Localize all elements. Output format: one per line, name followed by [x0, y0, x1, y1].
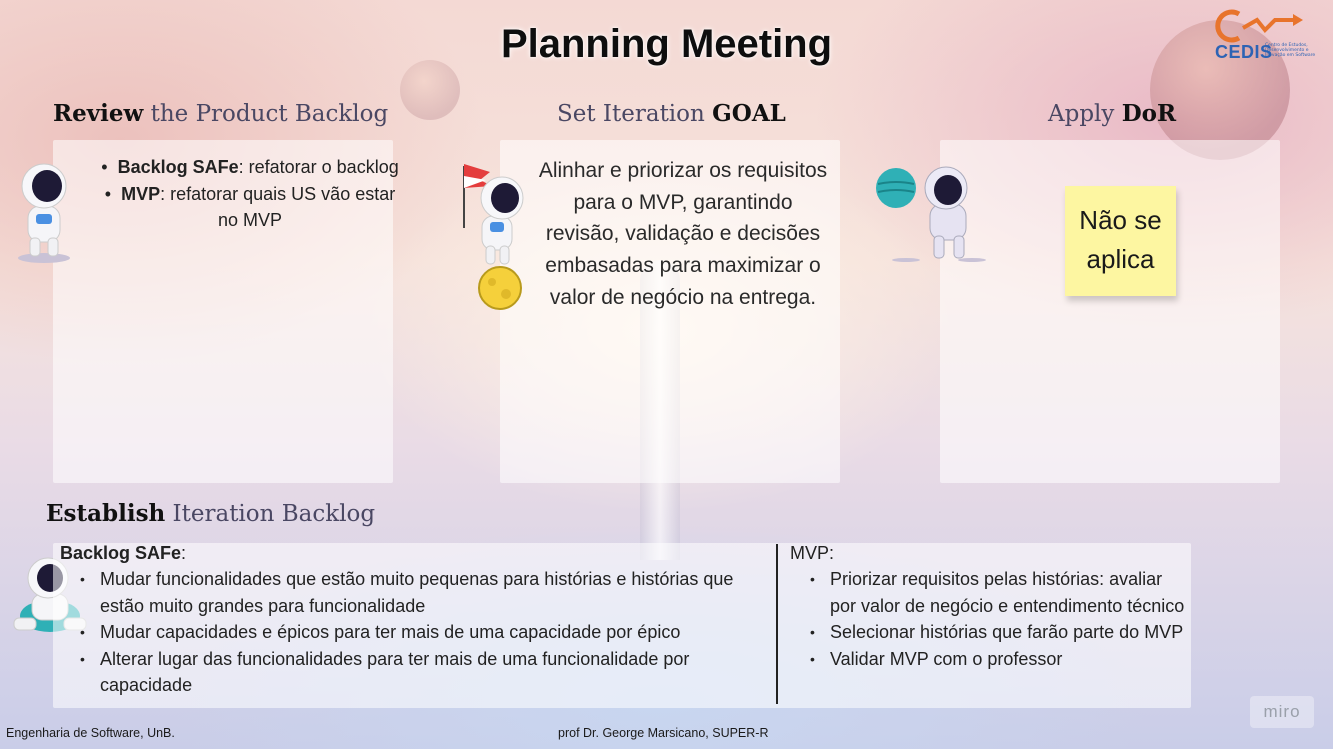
review-heading: Review the Product Backlog — [53, 100, 389, 127]
column-divider — [776, 544, 778, 704]
astronaut-planet-icon — [876, 166, 986, 262]
cedis-logo-icon — [1215, 9, 1303, 43]
footer-left: Engenharia de Software, UnB. — [6, 726, 175, 740]
list-item: Alterar lugar das funcionalidades para t… — [60, 646, 770, 699]
list-item: Priorizar requisitos pelas histórias: av… — [790, 566, 1190, 619]
background-planet-small — [400, 60, 460, 120]
review-list: • Backlog SAFe: refatorar o backlog • MV… — [100, 154, 400, 234]
mvp-label: MVP: — [790, 543, 835, 563]
astronaut-standing-icon — [18, 163, 70, 263]
dor-heading: Apply DoR — [1048, 100, 1177, 127]
mvp-list: MVP: Priorizar requisitos pelas história… — [790, 540, 1190, 672]
list-item: Selecionar histórias que farão parte do … — [790, 619, 1190, 646]
cedis-logo: CEDIS Centro de Estudos, Desenvolvimento… — [1213, 8, 1323, 68]
goal-heading: Set Iteration GOAL — [557, 100, 786, 127]
safe-backlog-list: Backlog SAFe: Mudar funcionalidades que … — [60, 540, 770, 698]
goal-panel — [500, 140, 840, 483]
list-item: Validar MVP com o professor — [790, 646, 1190, 673]
logo-text: CEDIS — [1215, 42, 1273, 62]
background-planet — [1150, 20, 1290, 160]
miro-watermark[interactable]: miro — [1250, 696, 1314, 728]
list-item: • Backlog SAFe: refatorar o backlog — [101, 157, 399, 177]
safe-label: Backlog SAFe: — [60, 543, 187, 563]
establish-heading: Establish Iteration Backlog — [46, 500, 376, 527]
footer-center: prof Dr. George Marsicano, SUPER-R — [558, 726, 769, 740]
logo-tagline: Centro de Estudos, Desenvolvimento e Ino… — [1265, 43, 1316, 58]
sticky-note[interactable]: Não se aplica — [1065, 186, 1176, 296]
page-title: Planning Meeting — [500, 22, 833, 66]
list-item: Mudar funcionalidades que estão muito pe… — [60, 566, 770, 619]
goal-text: Alinhar e priorizar os requisitos para o… — [538, 159, 828, 309]
list-item: • MVP: refatorar quais US vão estar no M… — [104, 183, 396, 231]
list-item: Mudar capacidades e épicos para ter mais… — [60, 619, 770, 646]
astronaut-flag-icon — [463, 164, 524, 310]
review-panel — [53, 140, 393, 483]
